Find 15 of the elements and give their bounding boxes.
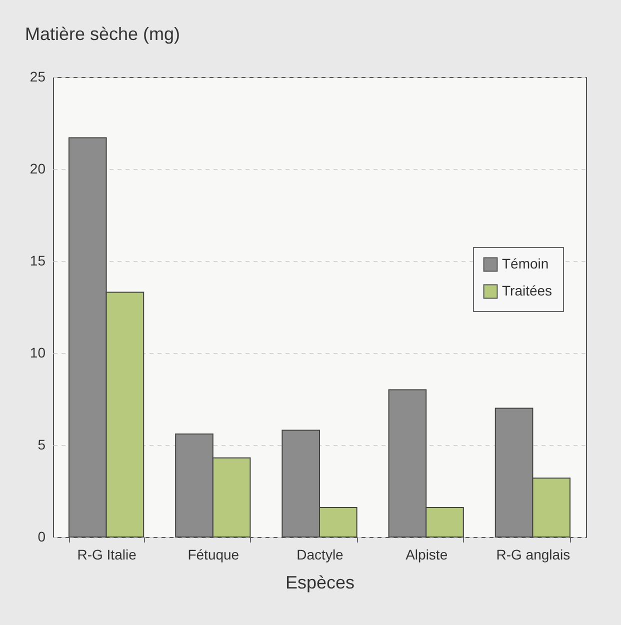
- x-tick-label: R-G anglais: [496, 546, 570, 562]
- legend-label: Traitées: [502, 282, 552, 298]
- y-tick-label: 0: [38, 528, 46, 544]
- x-tick-label: Alpiste: [406, 546, 448, 562]
- y-tick-label: 15: [30, 252, 46, 268]
- y-tick-label: 10: [30, 344, 46, 360]
- x-tick-label: Dactyle: [296, 546, 344, 562]
- x-axis-title: Espèces: [285, 572, 355, 592]
- y-tick-label: 5: [38, 436, 46, 452]
- y-tick-label: 25: [30, 68, 46, 84]
- y-axis-title: Matière sèche (mg): [25, 24, 180, 44]
- x-tick-label: R-G Italie: [77, 546, 137, 562]
- x-tick-label: Fétuque: [188, 546, 240, 562]
- legend-label: Témoin: [502, 256, 549, 272]
- y-tick-label: 20: [30, 160, 46, 176]
